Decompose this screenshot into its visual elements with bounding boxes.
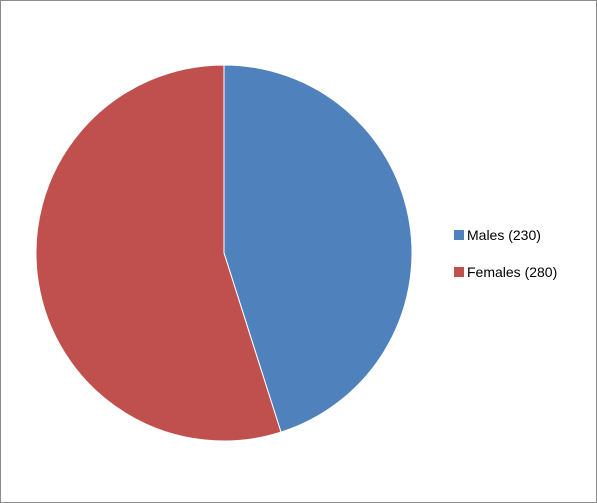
legend-item-males: Males (230): [454, 226, 557, 244]
pie-slice-females: [35, 64, 282, 442]
legend-swatch-males: [454, 230, 464, 240]
pie-slices: [35, 64, 413, 442]
legend-item-females: Females (280): [454, 263, 557, 281]
legend-swatch-females: [454, 267, 464, 277]
legend: Males (230) Females (280): [454, 226, 557, 300]
legend-label-males: Males (230): [467, 227, 541, 243]
legend-label-females: Females (280): [467, 264, 558, 280]
pie-slice-males: [223, 64, 413, 433]
